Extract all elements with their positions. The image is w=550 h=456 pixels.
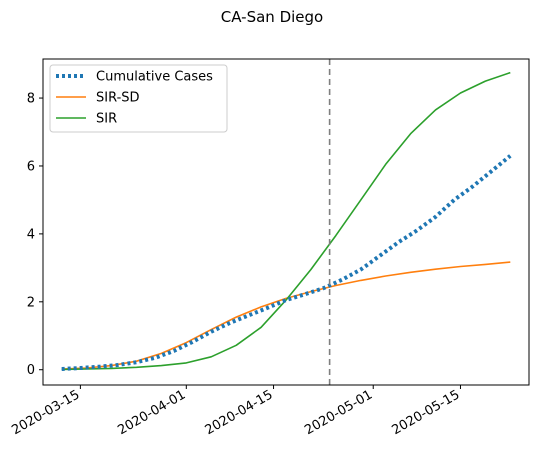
x-tick-label: 2020-04-15 xyxy=(203,387,276,438)
x-tick-label: 2020-04-01 xyxy=(115,387,188,438)
y-tick-label: 0 xyxy=(27,363,35,378)
series-line-cumulative-cases xyxy=(61,154,512,371)
legend-box xyxy=(49,64,228,133)
legend-label: SIR xyxy=(96,112,117,127)
series-layer xyxy=(61,59,512,385)
chart-title: CA-San Diego xyxy=(221,8,323,26)
series-line-sir xyxy=(61,71,511,371)
y-tick-label: 4 xyxy=(27,227,35,242)
y-tick-label: 8 xyxy=(27,92,35,107)
x-tick-label: 2020-05-15 xyxy=(390,387,463,438)
y-tick-label: 2 xyxy=(27,295,35,310)
series-group xyxy=(61,59,512,385)
y-tick-label: 6 xyxy=(27,159,35,174)
legend-label: Cumulative Cases xyxy=(96,70,213,85)
plot-frame xyxy=(42,58,530,386)
legend-label: SIR-SD xyxy=(96,91,140,106)
x-tick-label: 2020-03-15 xyxy=(9,387,82,438)
x-tick-label: 2020-05-01 xyxy=(302,387,375,438)
series-line-sir-sd xyxy=(61,261,511,370)
legend: Cumulative Cases SIR-SD SIR xyxy=(49,64,228,133)
